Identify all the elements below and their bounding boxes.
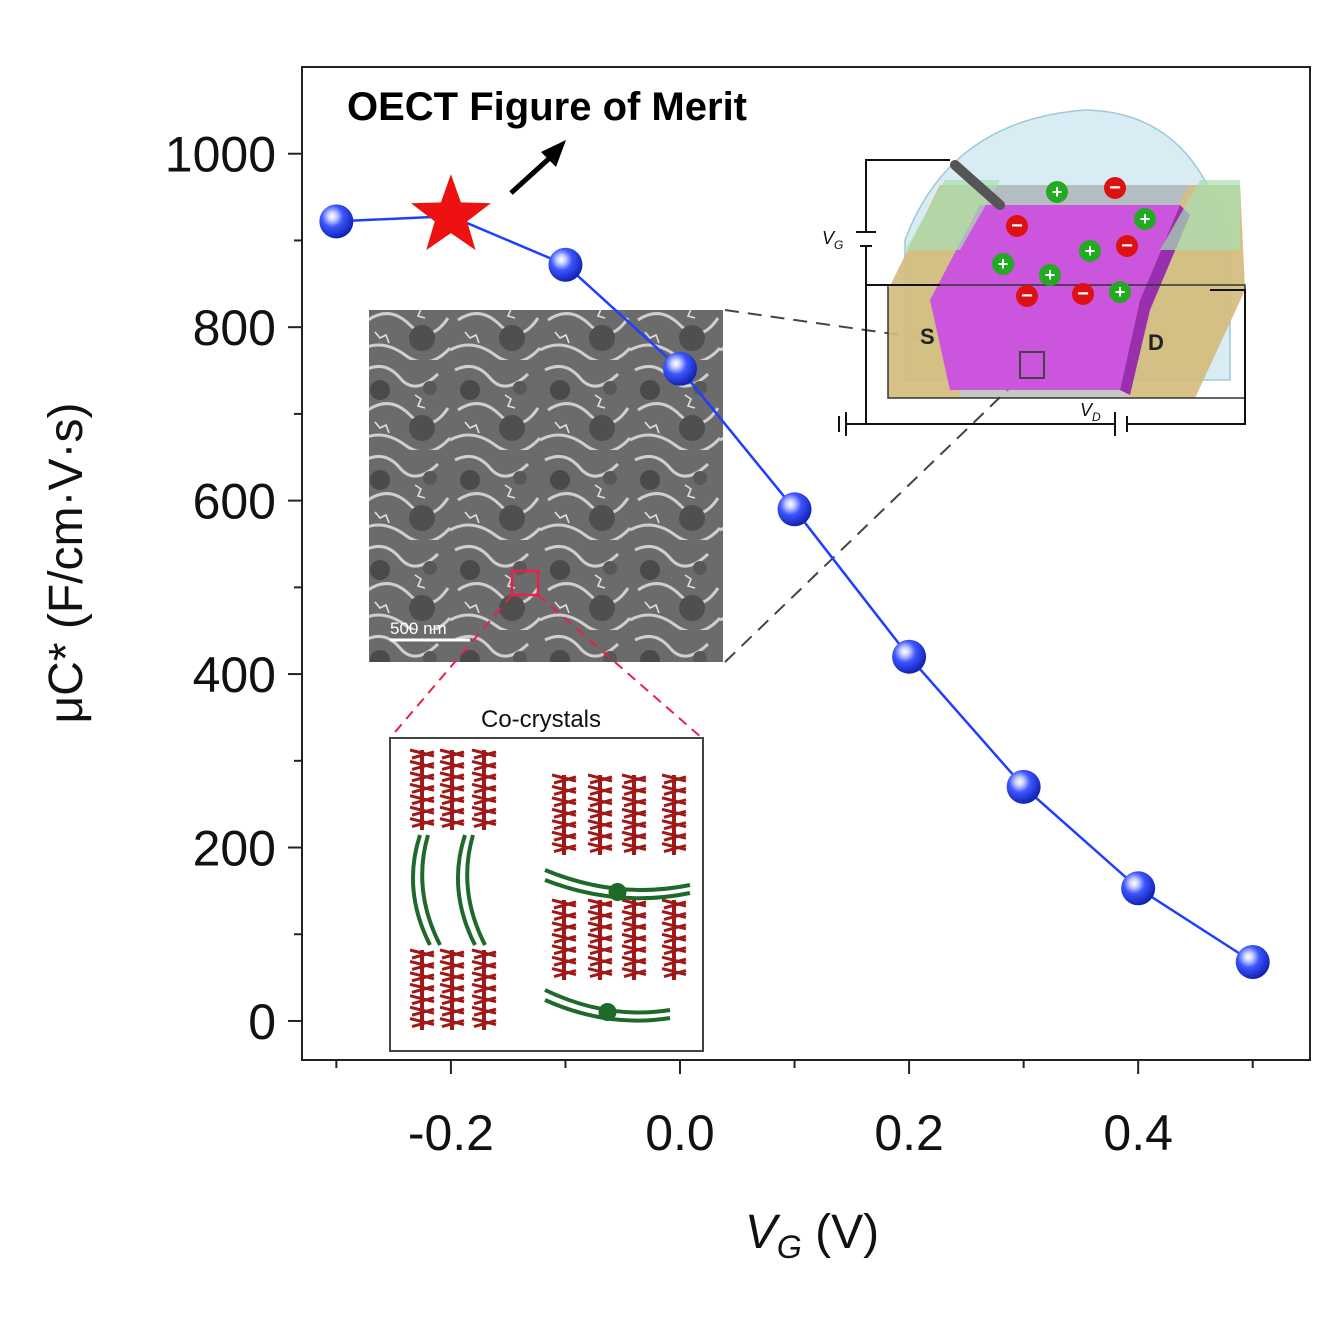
acceptor-stack [409, 948, 435, 1030]
cation [1109, 281, 1131, 303]
acceptor-stack [661, 773, 687, 855]
zoom-connectors [389, 309, 1021, 739]
annotation-title: OECT Figure of Merit [347, 85, 747, 129]
anion [1116, 235, 1138, 257]
anion [1104, 177, 1126, 199]
ions: ++++++−−−− − [992, 177, 1156, 307]
acceptor-stack [587, 773, 613, 855]
cation-symbol: + [1052, 182, 1063, 202]
cation-symbol: + [1085, 241, 1096, 261]
acceptor-stack [621, 773, 647, 855]
gate-electrode [950, 160, 1005, 210]
x-tick-labels: -0.2 0.0 0.2 0.4 [408, 1105, 1173, 1161]
highlight-star-marker [410, 174, 491, 251]
anion [1072, 283, 1094, 305]
source-label: S [920, 324, 935, 349]
channel-shade [1120, 205, 1190, 395]
x-tick-label: 0.4 [1103, 1105, 1173, 1161]
cocrystal-inset: Co-crystals [389, 706, 704, 1052]
annotation-arrow [509, 140, 566, 195]
y-tick-label: 800 [193, 300, 276, 356]
encapsulation-right [1160, 180, 1240, 250]
anion [1016, 285, 1038, 307]
cation-symbol: + [998, 254, 1009, 274]
data-point [1006, 769, 1041, 804]
data-point [1235, 945, 1270, 980]
acceptor-stack [621, 898, 647, 980]
cation-symbol: + [1115, 282, 1126, 302]
y-tick-label: 400 [193, 647, 276, 703]
cation-symbol: + [1140, 209, 1151, 229]
y-tick-label: 1000 [165, 127, 276, 183]
cation [992, 253, 1014, 275]
acceptor-stack [551, 773, 577, 855]
acceptor-stack [439, 948, 465, 1030]
axis-ticks [288, 152, 1254, 1074]
channel-zoom-box [1019, 351, 1045, 379]
anion-symbol: − [1121, 235, 1133, 257]
data-point [319, 204, 354, 239]
acceptor-stack [409, 748, 435, 830]
anion-symbol: − [1011, 215, 1023, 237]
gate-voltage-label: VG [822, 228, 843, 252]
cation [1046, 181, 1068, 203]
acceptor-stack [661, 898, 687, 980]
data-series [319, 174, 1270, 980]
sem-zoom-box [510, 569, 540, 597]
x-tick-label: 0.2 [874, 1105, 944, 1161]
drain-label: D [1148, 330, 1164, 355]
y-tick-label: 200 [193, 821, 276, 877]
data-point [777, 492, 812, 527]
cocrystal-frame [389, 737, 704, 1052]
acceptor-stack [471, 948, 497, 1030]
y-axis-title: μC* (F/cm·V·s) [40, 403, 93, 724]
x-axis-title-unit: (V) [802, 1206, 879, 1259]
cation [1039, 264, 1061, 286]
cation-symbol: + [1045, 265, 1056, 285]
anion-symbol: − [1021, 285, 1033, 307]
cocrystal-title: Co-crystals [481, 706, 601, 733]
acceptor-stack [439, 748, 465, 830]
cocrystal-packing-image [409, 748, 691, 1030]
acceptor-stack [551, 898, 577, 980]
cation [1134, 208, 1156, 230]
sem-scale-bar-label: 500 nm [390, 619, 447, 638]
y-tick-label: 600 [193, 474, 276, 530]
x-axis-title: VG (V) [745, 1206, 879, 1265]
plot-frame [301, 66, 1311, 1061]
encapsulation-left [905, 180, 1000, 250]
donor-chains [410, 834, 691, 1023]
anion [1006, 215, 1028, 237]
anion-symbol: − [1077, 283, 1089, 305]
data-point [892, 639, 927, 674]
drain-voltage-label: VD [1080, 400, 1101, 424]
data-point [663, 351, 697, 386]
x-axis-title-main: V [745, 1206, 781, 1259]
cation [1079, 240, 1101, 262]
x-tick-label: -0.2 [408, 1105, 494, 1161]
x-axis-title-sub: G [777, 1229, 802, 1265]
acceptor-stack [587, 898, 613, 980]
acceptor-stack [471, 748, 497, 830]
data-point [1121, 871, 1156, 906]
device-inset: VG VD S D ++++++−−−− − [822, 109, 1246, 436]
y-tick-label: 0 [248, 994, 276, 1050]
x-tick-label: 0.0 [645, 1105, 715, 1161]
anion-symbol: − [1109, 177, 1121, 199]
data-point [548, 247, 583, 282]
y-tick-labels: 0 200 400 600 800 1000 [165, 127, 276, 1050]
